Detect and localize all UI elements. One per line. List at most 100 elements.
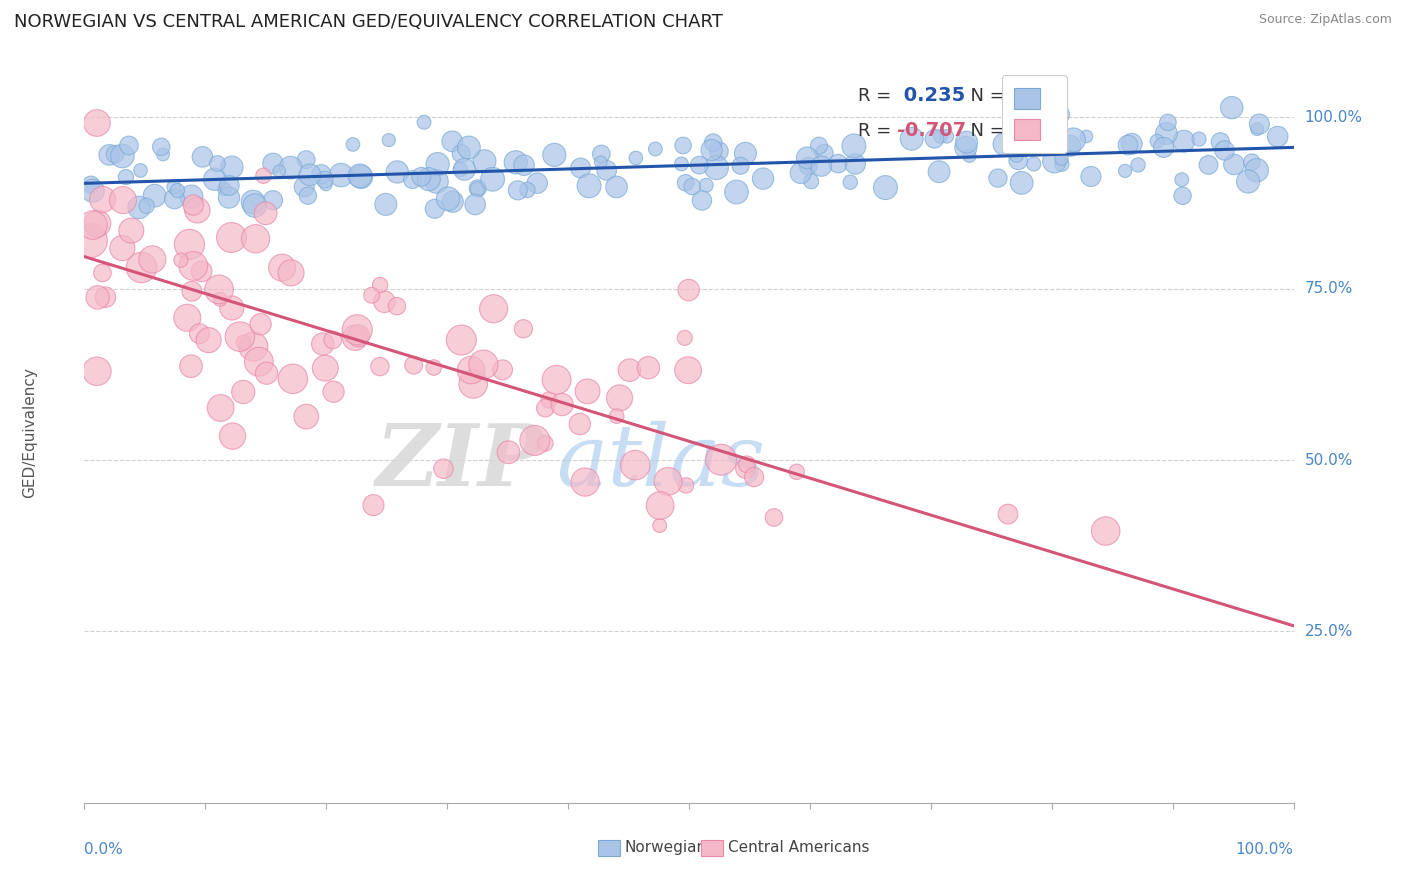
Point — [657, 475, 679, 489]
Point — [91, 193, 114, 207]
Point — [297, 188, 319, 202]
Point — [262, 156, 284, 170]
Point — [589, 155, 612, 169]
Point — [360, 288, 382, 302]
Point — [516, 183, 538, 197]
Point — [281, 372, 304, 386]
Point — [82, 218, 104, 232]
Point — [295, 153, 318, 167]
Point — [672, 138, 695, 153]
Point — [482, 301, 505, 316]
Point — [1267, 129, 1289, 144]
Point — [314, 361, 336, 376]
Point — [534, 401, 557, 416]
Point — [574, 475, 596, 489]
Point — [181, 259, 204, 273]
Point — [576, 384, 599, 399]
Point — [460, 363, 482, 377]
Point — [86, 290, 108, 304]
Point — [86, 364, 108, 378]
Point — [229, 329, 252, 343]
Point — [143, 188, 166, 202]
Point — [232, 335, 254, 350]
Text: 0.235: 0.235 — [897, 87, 965, 105]
Point — [710, 452, 733, 467]
Point — [242, 340, 264, 354]
Point — [537, 392, 560, 407]
Point — [546, 373, 568, 387]
Point — [534, 436, 557, 450]
Point — [426, 157, 449, 171]
Point — [242, 195, 264, 210]
Point — [254, 206, 277, 220]
Point — [314, 172, 336, 186]
Point — [637, 360, 659, 375]
Point — [385, 299, 408, 313]
Point — [472, 358, 495, 372]
Point — [1005, 134, 1028, 148]
Point — [111, 241, 134, 255]
Point — [800, 174, 823, 188]
Point — [935, 129, 957, 144]
Text: R =: R = — [858, 121, 897, 139]
Point — [595, 163, 617, 178]
Point — [1005, 148, 1028, 162]
Text: Norwegians: Norwegians — [624, 840, 716, 855]
Point — [94, 290, 117, 304]
Text: GED/Equivalency: GED/Equivalency — [22, 368, 38, 498]
Point — [207, 156, 229, 170]
Point — [111, 193, 134, 207]
Point — [813, 146, 835, 161]
Point — [1126, 158, 1149, 172]
Point — [1062, 133, 1084, 147]
Point — [695, 178, 717, 193]
Point — [675, 176, 697, 190]
Point — [1043, 154, 1066, 169]
Point — [734, 461, 756, 475]
Point — [688, 158, 710, 172]
Point — [955, 135, 977, 149]
Point — [1121, 136, 1143, 151]
FancyBboxPatch shape — [599, 840, 620, 856]
Point — [1249, 117, 1271, 131]
Point — [91, 266, 114, 280]
Point — [955, 140, 977, 154]
Point — [678, 283, 700, 297]
Point — [181, 198, 204, 212]
Point — [218, 190, 240, 204]
Point — [111, 149, 134, 163]
Text: 0.0%: 0.0% — [84, 842, 124, 856]
Point — [252, 169, 274, 183]
Point — [624, 458, 647, 472]
Point — [1246, 122, 1268, 136]
Point — [512, 322, 534, 336]
Point — [418, 172, 440, 186]
Point — [1173, 134, 1195, 148]
Point — [262, 193, 284, 207]
Point — [1076, 129, 1098, 144]
Point — [180, 284, 202, 298]
Point — [1007, 153, 1029, 168]
Point — [959, 149, 981, 163]
Point — [467, 181, 489, 195]
Point — [690, 194, 713, 208]
Point — [118, 138, 141, 153]
Point — [1223, 157, 1246, 171]
Point — [115, 170, 138, 185]
Point — [450, 333, 472, 347]
Point — [449, 162, 471, 177]
Point — [98, 148, 121, 162]
Point — [271, 260, 294, 275]
Text: 100.0%: 100.0% — [1236, 842, 1294, 856]
Point — [214, 182, 236, 196]
Point — [1237, 174, 1260, 188]
Point — [152, 147, 174, 161]
Point — [218, 178, 240, 193]
Point — [221, 301, 243, 315]
Text: NORWEGIAN VS CENTRAL AMERICAN GED/EQUIVALENCY CORRELATION CHART: NORWEGIAN VS CENTRAL AMERICAN GED/EQUIVA… — [14, 13, 723, 31]
Point — [725, 185, 748, 199]
Point — [342, 137, 364, 152]
Point — [437, 192, 460, 206]
Point — [82, 184, 104, 198]
Point — [256, 366, 278, 380]
